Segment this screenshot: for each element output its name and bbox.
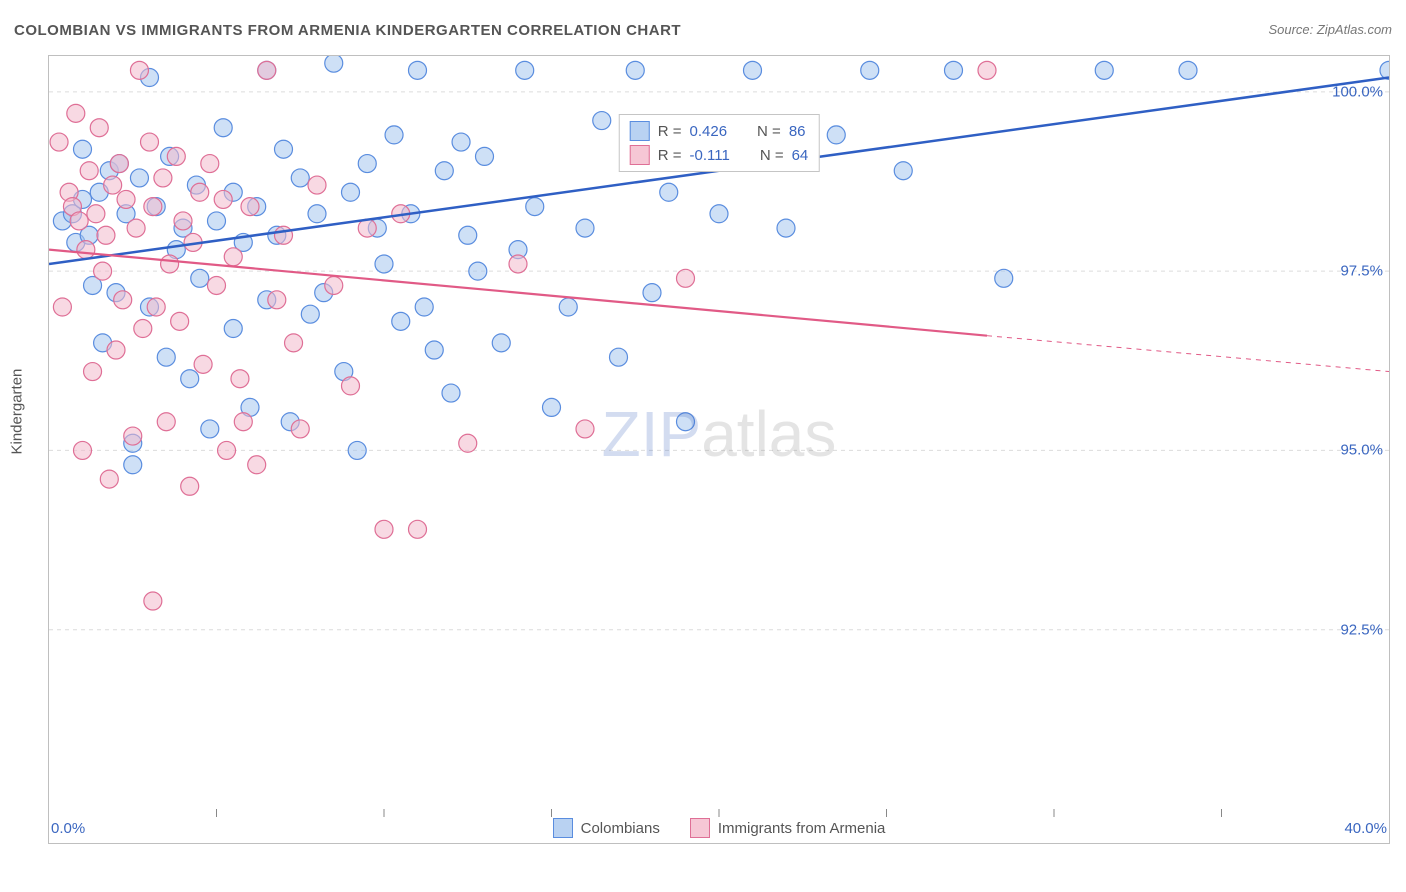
correlation-legend: R = 0.426 N = 86 R = -0.111 N = 64 xyxy=(619,114,820,172)
chart-plot-area: ZIPatlas R = 0.426 N = 86 R = -0.111 N =… xyxy=(48,55,1390,844)
chart-svg xyxy=(49,56,1389,843)
y-tick-label: 92.5% xyxy=(1340,621,1383,638)
x-axis-max-label: 40.0% xyxy=(1344,820,1387,837)
y-tick-label: 97.5% xyxy=(1340,263,1383,280)
source-label: Source: ZipAtlas.com xyxy=(1268,22,1392,37)
correlation-legend-row-1: R = 0.426 N = 86 xyxy=(630,119,809,143)
legend-swatch-icon xyxy=(630,145,650,165)
legend-label: Colombians xyxy=(581,820,660,837)
y-tick-label: 100.0% xyxy=(1332,83,1383,100)
y-tick-label: 95.0% xyxy=(1340,442,1383,459)
legend-swatch-icon xyxy=(630,121,650,141)
correlation-legend-row-2: R = -0.111 N = 64 xyxy=(630,143,809,167)
legend-label: Immigrants from Armenia xyxy=(718,820,886,837)
x-axis-min-label: 0.0% xyxy=(51,820,85,837)
legend-swatch-icon xyxy=(553,818,573,838)
y-axis-label: Kindergarten xyxy=(8,369,25,455)
legend-item-colombians: Colombians xyxy=(553,818,660,838)
legend-item-armenia: Immigrants from Armenia xyxy=(690,818,886,838)
series-legend: 0.0% Colombians Immigrants from Armenia … xyxy=(49,812,1389,844)
chart-title: COLOMBIAN VS IMMIGRANTS FROM ARMENIA KIN… xyxy=(14,22,681,39)
legend-swatch-icon xyxy=(690,818,710,838)
